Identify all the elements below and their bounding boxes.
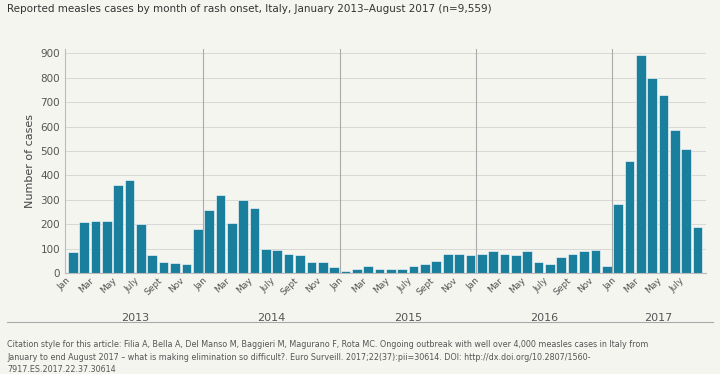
Bar (670, 130, 680, 273)
Text: Reported measles cases by month of rash onset, Italy, January 2013–August 2017 (: Reported measles cases by month of rash … (7, 4, 492, 14)
Bar (215, 195, 225, 273)
Bar (329, 267, 339, 273)
Bar (397, 269, 407, 273)
Bar (590, 250, 600, 273)
Bar (443, 254, 452, 273)
Bar (557, 257, 566, 273)
Bar (523, 251, 532, 273)
Bar (68, 252, 78, 273)
Bar (420, 264, 430, 273)
Bar (250, 208, 259, 273)
Bar (579, 251, 589, 273)
Text: 2013: 2013 (121, 313, 149, 323)
Bar (602, 266, 611, 273)
Bar (545, 264, 555, 273)
Bar (136, 224, 145, 273)
Bar (466, 255, 475, 273)
Bar (681, 148, 691, 273)
Bar (613, 203, 623, 273)
Bar (693, 227, 703, 273)
Bar (91, 221, 100, 273)
Bar (568, 254, 577, 273)
Text: 2014: 2014 (258, 313, 286, 323)
Bar (307, 262, 316, 273)
Bar (647, 78, 657, 273)
Bar (181, 264, 192, 273)
Bar (454, 254, 464, 273)
Bar (272, 250, 282, 273)
Bar (625, 161, 634, 273)
Bar (500, 254, 509, 273)
Bar (488, 251, 498, 273)
Bar (159, 262, 168, 273)
Bar (261, 249, 271, 273)
Bar (318, 262, 328, 273)
Text: Citation style for this article: Filia A, Bella A, Del Manso M, Baggieri M, Magu: Citation style for this article: Filia A… (7, 340, 649, 374)
Bar (636, 55, 646, 273)
Bar (477, 254, 487, 273)
Bar (79, 222, 89, 273)
Text: 2015: 2015 (394, 313, 422, 323)
Bar (148, 255, 157, 273)
Bar (409, 266, 418, 273)
Bar (341, 270, 350, 273)
Bar (386, 269, 396, 273)
Bar (113, 185, 123, 273)
Bar (284, 254, 294, 273)
Bar (204, 209, 214, 273)
Bar (295, 255, 305, 273)
Bar (374, 269, 384, 273)
Bar (352, 269, 361, 273)
Bar (534, 262, 544, 273)
Bar (227, 223, 237, 273)
Bar (659, 95, 668, 273)
Bar (170, 263, 180, 273)
Text: 2016: 2016 (530, 313, 558, 323)
Bar (238, 200, 248, 273)
Y-axis label: Number of cases: Number of cases (24, 114, 35, 208)
Bar (431, 261, 441, 273)
Text: 2017: 2017 (644, 313, 672, 323)
Bar (125, 180, 135, 273)
Bar (511, 255, 521, 273)
Bar (364, 266, 373, 273)
Bar (193, 229, 202, 273)
Bar (102, 221, 112, 273)
